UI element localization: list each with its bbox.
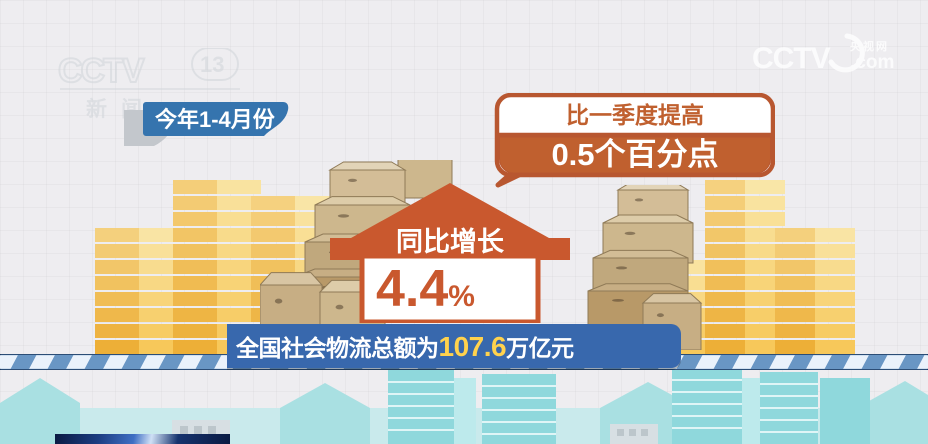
svg-text:CCTV: CCTV <box>752 42 831 75</box>
svg-text:比一季度提高: 比一季度提高 <box>566 102 704 128</box>
svg-text:.com: .com <box>850 52 894 73</box>
svg-text:央视网: 央视网 <box>850 39 889 53</box>
svg-text:0.5个百分点: 0.5个百分点 <box>551 137 718 172</box>
svg-text:同比增长: 同比增长 <box>396 226 505 257</box>
svg-text:13: 13 <box>200 52 224 77</box>
svg-text:今年1-4月份: 今年1-4月份 <box>155 107 276 132</box>
svg-text:CCTV: CCTV <box>58 52 145 90</box>
